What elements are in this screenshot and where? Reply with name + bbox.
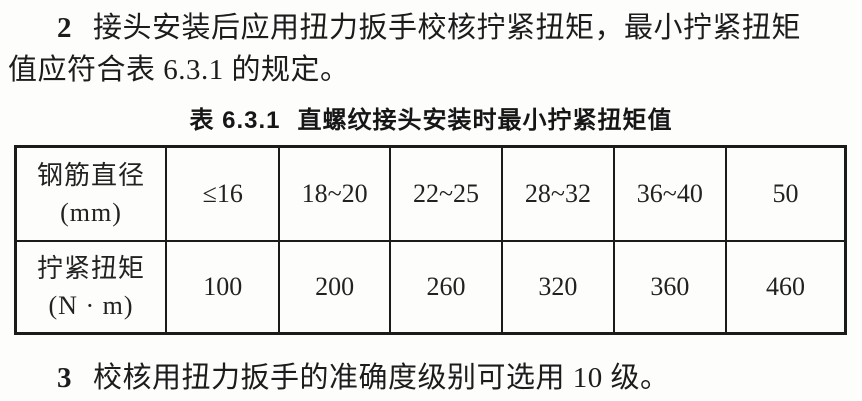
clause-2-number: 2	[57, 12, 72, 44]
clause-3-paragraph: 3 校核用扭力扳手的准确度级别可选用 10 级。	[8, 357, 852, 399]
table-caption-title: 直螺纹接头安装时最小拧紧扭矩值	[297, 107, 673, 134]
row-header-torque: 拧紧扭矩 (N · m)	[14, 240, 168, 335]
row-header-diameter-unit: (mm)	[60, 198, 122, 227]
row-header-torque-label: 拧紧扭矩	[37, 254, 146, 283]
torque-cell: 320	[501, 240, 615, 335]
table-caption-label: 表 6.3.1	[189, 107, 281, 134]
clause-3-number: 3	[57, 362, 72, 394]
diameter-cell: 18~20	[278, 145, 391, 242]
diameter-cell: 36~40	[612, 145, 728, 242]
row-header-torque-unit: (N · m)	[48, 291, 134, 320]
diameter-cell: 50	[725, 145, 847, 242]
row-header-diameter-label: 钢筋直径	[37, 161, 146, 190]
clause-2-line-2: 值应符合表 6.3.1 的规定。	[8, 54, 350, 86]
diameter-cell: 22~25	[388, 145, 504, 242]
torque-cell: 200	[278, 240, 391, 335]
clause-2-text-1: 接头安装后应用扭力扳手校核拧紧扭矩，最小拧紧扭矩	[93, 12, 802, 44]
table-caption: 表 6.3.1 直螺纹接头安装时最小拧紧扭矩值	[0, 106, 862, 136]
diameter-cell: ≤16	[165, 145, 281, 242]
row-header-diameter: 钢筋直径 (mm)	[14, 145, 168, 242]
clause-2-line-1: 2 接头安装后应用扭力扳手校核拧紧扭矩，最小拧紧扭矩	[8, 7, 852, 49]
diameter-cell: 28~32	[501, 145, 615, 242]
torque-cell: 460	[725, 240, 847, 335]
torque-cell: 260	[388, 240, 504, 335]
min-tightening-torque-table: 钢筋直径 (mm) ≤16 18~20 22~25 28~32 36~40 50…	[14, 145, 847, 335]
table-row-torque: 拧紧扭矩 (N · m) 100 200 260 320 360 460	[14, 240, 847, 335]
clause-3-text: 校核用扭力扳手的准确度级别可选用 10 级。	[93, 362, 670, 394]
torque-cell: 100	[165, 240, 281, 335]
table-row-diameter: 钢筋直径 (mm) ≤16 18~20 22~25 28~32 36~40 50	[14, 145, 847, 242]
torque-cell: 360	[612, 240, 728, 335]
clause-2-paragraph: 2 接头安装后应用扭力扳手校核拧紧扭矩，最小拧紧扭矩 值应符合表 6.3.1 的规…	[8, 0, 852, 91]
